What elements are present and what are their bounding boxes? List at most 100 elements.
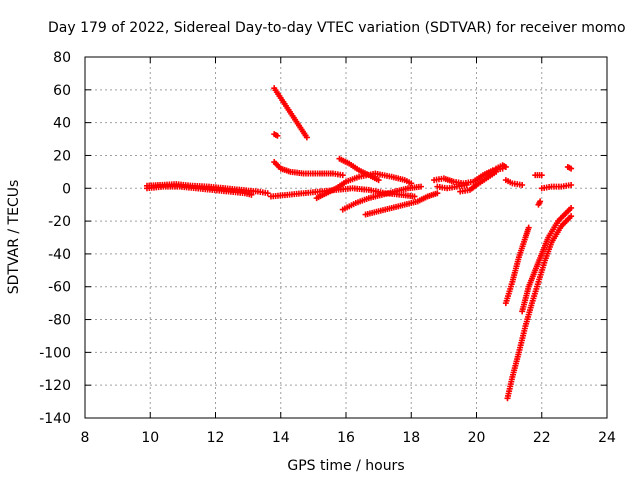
interpolated-points: [341, 201, 357, 212]
interpolated-points: [509, 351, 522, 378]
series-track-q: [538, 181, 575, 192]
y-tick-label: 20: [53, 148, 71, 164]
chart-title: Day 179 of 2022, Sidereal Day-to-day VTE…: [48, 20, 626, 36]
interpolated-points: [272, 160, 283, 170]
series-track-v: [519, 204, 575, 315]
x-tick-label: 18: [402, 430, 420, 446]
data-point: [434, 190, 441, 197]
y-tick-label: 0: [62, 181, 71, 197]
x-tick-label: 12: [207, 430, 225, 446]
y-axis-label: SDTVAR / TECUs: [6, 180, 22, 295]
data-point: [375, 177, 382, 184]
axis-ticks: 8 10 12 14 16 18 20 22 24 80 60 40 20 0 -20 -40 -60 -80 -1…: [39, 50, 616, 446]
interpolated-points: [539, 236, 551, 255]
interpolated-points: [560, 182, 572, 190]
data-point: [408, 180, 415, 187]
series-track-j: [362, 190, 441, 218]
interpolated-points: [257, 188, 269, 196]
y-tick-label: -40: [48, 247, 71, 263]
interpolated-points: [272, 87, 283, 100]
data-point: [568, 165, 575, 172]
data-point: [568, 204, 575, 211]
y-tick-label: -120: [39, 378, 71, 394]
data-point: [248, 191, 255, 198]
interpolated-points: [348, 161, 361, 172]
data-point: [568, 213, 575, 220]
series-track-t: [502, 224, 532, 307]
data-point: [339, 172, 346, 179]
y-tick-label: -140: [39, 411, 71, 427]
interpolated-points: [549, 225, 564, 244]
interpolated-points: [335, 180, 348, 190]
interpolated-points: [338, 156, 351, 166]
interpolated-points: [279, 96, 289, 109]
interpolated-points: [354, 195, 370, 206]
x-tick-label: 22: [533, 430, 551, 446]
interpolated-points: [556, 206, 573, 223]
data-point: [303, 134, 310, 141]
x-tick-label: 8: [81, 430, 90, 446]
interpolated-points: [472, 173, 485, 184]
interpolated-points: [541, 184, 553, 191]
interpolated-points: [481, 168, 494, 178]
interpolated-points: [550, 183, 562, 190]
data-point: [418, 183, 425, 190]
y-tick-label: -80: [48, 313, 71, 329]
interpolated-points: [468, 183, 478, 192]
interpolated-points: [345, 174, 360, 184]
interpolated-points: [516, 325, 528, 353]
series-track-p: [532, 172, 545, 179]
series-track-f: [271, 159, 346, 179]
data-point: [264, 190, 271, 197]
series-track-b: [143, 183, 255, 198]
data-points: [143, 85, 575, 402]
interpolated-points: [292, 116, 303, 129]
data-point: [463, 181, 470, 188]
series-track-u: [504, 213, 575, 402]
interpolated-points: [485, 170, 498, 181]
interpolated-points: [285, 106, 296, 119]
interpolated-points: [475, 176, 488, 187]
interpolated-points: [495, 163, 504, 171]
interpolated-points: [436, 184, 448, 191]
interpolated-points: [332, 170, 344, 178]
interpolated-points: [298, 126, 309, 139]
y-tick-label: -20: [48, 214, 71, 230]
x-axis-label: GPS time / hours: [287, 458, 404, 474]
series-track-e: [271, 131, 281, 139]
data-point: [411, 193, 418, 200]
data-point: [537, 198, 544, 205]
interpolated-points: [403, 178, 413, 186]
data-point: [502, 163, 509, 170]
x-tick-label: 20: [468, 430, 486, 446]
interpolated-points: [446, 184, 458, 191]
interpolated-points: [526, 269, 538, 288]
interpolated-points: [244, 190, 253, 198]
series-track-l: [434, 181, 470, 192]
y-tick-label: -100: [39, 345, 71, 361]
interpolated-points: [505, 178, 514, 186]
series-track-i: [339, 183, 425, 213]
series-track-m: [457, 168, 500, 195]
interpolated-points: [559, 214, 573, 228]
interpolated-points: [519, 285, 532, 313]
interpolated-points: [459, 187, 471, 195]
series-track-g: [313, 170, 415, 202]
interpolated-points: [509, 256, 522, 283]
x-tick-label: 14: [272, 430, 290, 446]
series-track-r: [564, 163, 575, 172]
interpolated-points: [358, 168, 370, 178]
interpolated-points: [433, 175, 445, 183]
series-track-o: [502, 177, 526, 188]
x-tick-label: 10: [141, 430, 159, 446]
interpolated-points: [533, 252, 544, 272]
y-tick-label: 60: [53, 83, 71, 99]
interpolated-points: [367, 173, 380, 183]
data-point: [525, 224, 532, 231]
data-point: [568, 181, 575, 188]
interpolated-points: [315, 191, 328, 201]
series-track-k: [431, 165, 506, 187]
data-point: [538, 172, 545, 179]
